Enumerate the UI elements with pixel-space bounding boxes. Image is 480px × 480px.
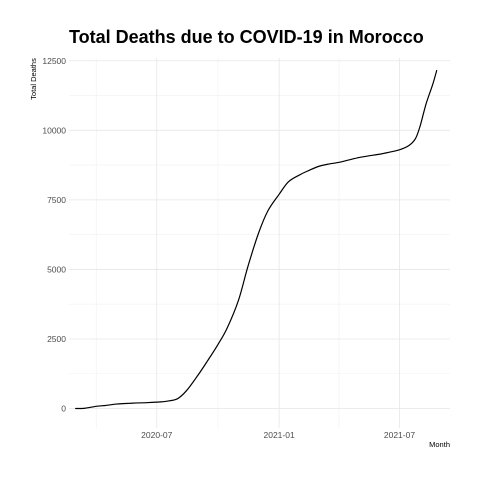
- series-line-total-deaths: [75, 69, 438, 410]
- grid: [69, 58, 450, 428]
- y-tick-label: 10000: [42, 125, 66, 135]
- y-tick-label: 0: [61, 404, 66, 414]
- tick-labels: 0 2500 5000 7500 10000 12500 2020-07 2021-01 202…: [42, 56, 415, 440]
- y-tick-label: 12500: [42, 56, 66, 66]
- x-tick-label: 2021-07: [384, 430, 415, 440]
- y-axis-label: Total Deaths: [29, 58, 38, 100]
- x-axis-label: Month: [429, 440, 450, 449]
- series-lines: [75, 69, 438, 410]
- chart-title: Total Deaths due to COVID-19 in Morocco: [69, 27, 424, 47]
- y-tick-label: 2500: [47, 334, 66, 344]
- x-tick-label: 2020-07: [141, 430, 172, 440]
- y-tick-label: 7500: [47, 195, 66, 205]
- x-tick-label: 2021-01: [264, 430, 295, 440]
- y-tick-label: 5000: [47, 264, 66, 274]
